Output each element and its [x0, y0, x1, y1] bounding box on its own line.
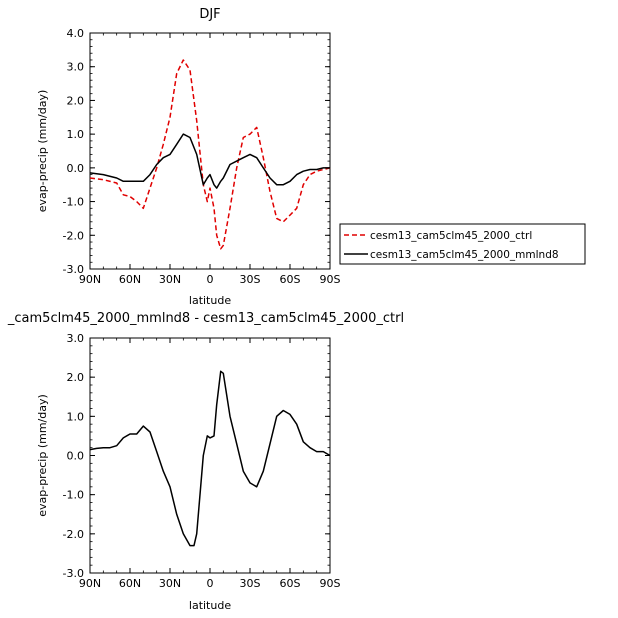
y-tick-label: 0.0 [67, 450, 85, 463]
series-line-1 [89, 59, 331, 250]
y-tick-label: 3.0 [67, 61, 85, 74]
y-tick-label: 2.0 [67, 94, 85, 107]
x-axis-label: latitude [189, 294, 231, 307]
y-tick-label: -2.0 [63, 528, 84, 541]
y-tick-label: 0.0 [67, 162, 85, 175]
x-tick-label: 60S [280, 273, 301, 286]
plot-frame [89, 337, 331, 574]
series-line-2 [89, 133, 330, 189]
x-tick-label: 0 [207, 273, 214, 286]
y-tick-label: 1.0 [67, 410, 85, 423]
x-tick-label: 90S [320, 577, 341, 590]
chart-title: _cam5clm45_2000_mmlnd8 - cesm13_cam5clm4… [7, 311, 404, 326]
x-tick-label: 0 [207, 577, 214, 590]
x-tick-label: 60N [119, 273, 141, 286]
chart-title: DJF [199, 7, 220, 22]
x-tick-label: 30N [159, 273, 181, 286]
x-tick-label: 60N [119, 577, 141, 590]
series-line-1 [89, 370, 331, 547]
legend-label-2: cesm13_cam5clm45_2000_mmlnd8 [370, 249, 559, 261]
legend-box [339, 223, 586, 265]
y-tick-label: -2.0 [63, 229, 84, 242]
y-axis-label: evap-precip (mm/day) [36, 394, 49, 517]
x-tick-label: 90N [79, 577, 101, 590]
y-axis-label: evap-precip (mm/day) [36, 90, 49, 213]
x-tick-label: 30N [159, 577, 181, 590]
x-tick-label: 90S [320, 273, 341, 286]
y-tick-label: 4.0 [67, 27, 85, 40]
x-axis-label: latitude [189, 599, 231, 612]
x-tick-label: 30S [240, 577, 261, 590]
y-tick-label: 3.0 [67, 332, 85, 345]
y-tick-label: -3.0 [63, 263, 84, 276]
plot-frame [89, 32, 331, 270]
legend-label-1: cesm13_cam5clm45_2000_ctrl [370, 230, 532, 242]
y-tick-label: -3.0 [63, 567, 84, 580]
y-tick-label: -1.0 [63, 489, 84, 502]
x-tick-label: 30S [240, 273, 261, 286]
y-tick-label: -1.0 [63, 196, 84, 209]
y-tick-label: 1.0 [67, 128, 85, 141]
x-tick-label: 60S [280, 577, 301, 590]
x-tick-label: 90N [79, 273, 101, 286]
y-tick-label: 2.0 [67, 371, 85, 384]
